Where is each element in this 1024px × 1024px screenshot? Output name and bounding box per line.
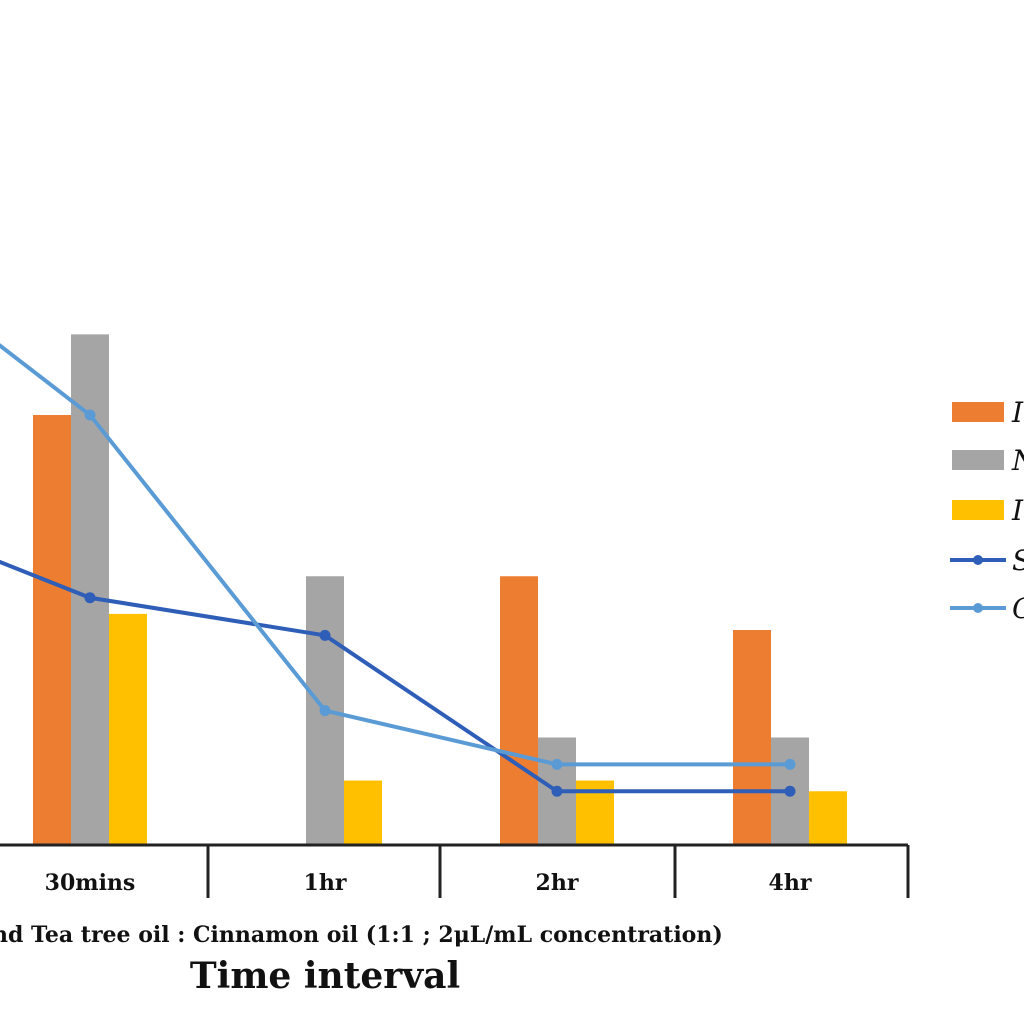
line-point-1-3 (551, 758, 563, 770)
legend-marker-3 (973, 555, 983, 565)
x-tick-label-30mins: 30mins (45, 870, 136, 896)
tick-labels: 30mins 1hr 2hr 4hr (45, 870, 812, 896)
line-point-1-4 (784, 758, 796, 770)
x-axis-title: Time interval (190, 955, 460, 997)
line-point-0-4 (784, 785, 796, 797)
legend-label-3: S (1012, 544, 1024, 577)
bar-30mins-s2 (109, 613, 147, 845)
bar-4hr-s0 (733, 630, 771, 845)
legend-label-0: I (1011, 396, 1024, 429)
legend-label-2: I (1011, 494, 1024, 527)
x-tick-label-4hr: 4hr (769, 870, 812, 896)
legend-swatch-2 (952, 500, 1004, 520)
x-tick-label-2hr: 2hr (536, 870, 579, 896)
legend-marker-4 (973, 603, 983, 613)
legend-label-4: C (1012, 592, 1024, 625)
chart-subtitle: nd Tea tree oil : Cinnamon oil (1:1 ; 2μ… (0, 922, 723, 948)
legend-swatch-1 (952, 450, 1004, 470)
bar-30mins-s0 (33, 415, 71, 845)
x-tick-label-1hr: 1hr (304, 870, 347, 896)
line-point-1-2 (319, 705, 331, 717)
legend-swatch-0 (952, 402, 1004, 422)
line-point-0-2 (319, 629, 331, 641)
legend: INISC (950, 396, 1024, 625)
bar-2hr-s0 (500, 576, 538, 845)
line-point-0-1 (84, 592, 96, 604)
x-axis (0, 843, 910, 898)
line-point-1-1 (84, 409, 96, 421)
bar-4hr-s2 (809, 791, 847, 845)
legend-label-1: N (1011, 444, 1024, 477)
bar-layer (33, 334, 847, 845)
line-layer (0, 343, 796, 797)
line-point-0-3 (551, 785, 563, 797)
bar-1hr-s2 (344, 780, 382, 845)
